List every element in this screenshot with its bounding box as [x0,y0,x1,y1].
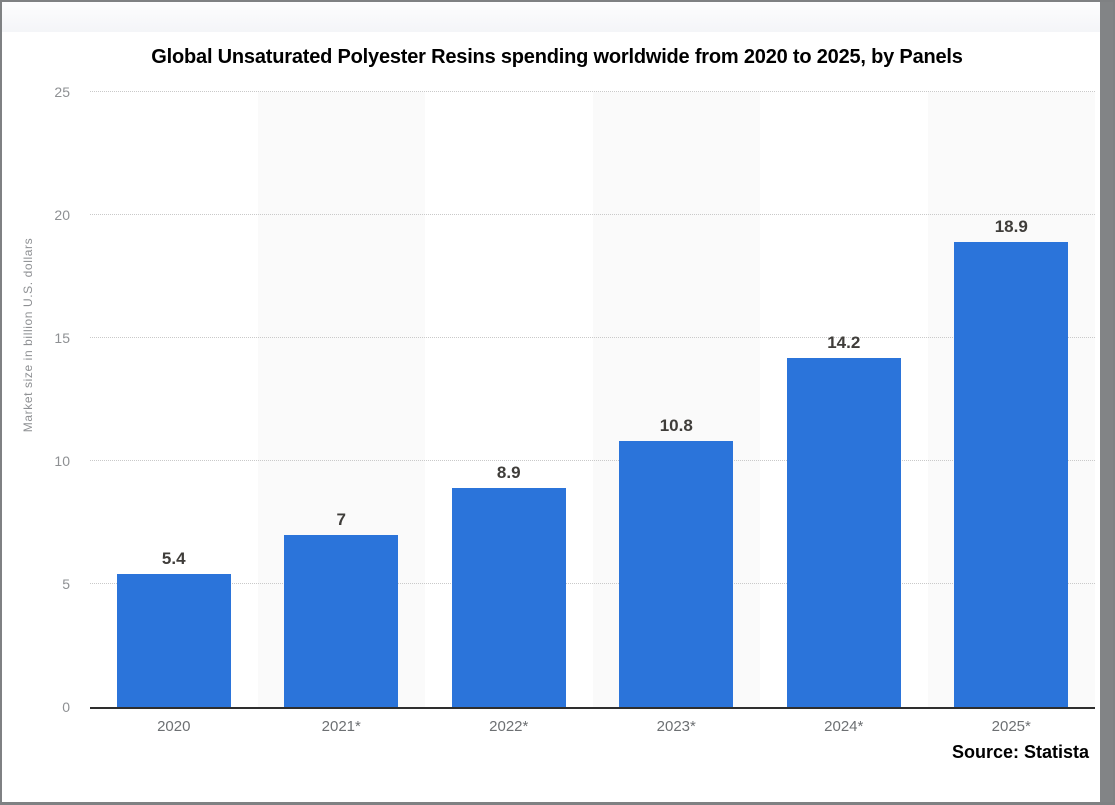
bar-column-2022*: 8.9 [425,92,593,707]
gridline-15 [90,337,1095,338]
bar-series: 5.4 7 8.9 10.8 14.2 18.9 [90,92,1095,707]
bar-value-label: 8.9 [496,463,521,483]
source-credit: Source: Statista [951,742,1089,762]
chart-title: Global Unsaturated Polyester Resins spen… [151,46,963,68]
window-header [2,2,1100,32]
y-tick-label-20: 20 [54,207,70,223]
bar-value-label: 14.2 [827,332,861,352]
x-axis-labels: 2020 2021* 2022* 2023* 2024* 2025* [90,718,1095,735]
y-axis-tick-labels: 0 5 10 15 20 25 [2,84,70,715]
bar-2023*[interactable] [619,441,734,707]
bar-column-2025*: 18.9 [928,92,1096,707]
bar-value-label: 5.4 [161,549,186,569]
y-tick-label-10: 10 [54,453,70,469]
bar-value-label: 18.9 [994,217,1028,237]
gridline-25 [90,91,1095,92]
plot-area: 5.4 7 8.9 10.8 14.2 18.9 [90,91,1095,709]
bar-2025*[interactable] [954,242,1069,707]
bar-value-label: 10.8 [659,416,693,436]
y-tick-label-25: 25 [54,84,70,100]
y-tick-label-15: 15 [54,330,70,346]
bar-column-2021*: 7 [258,92,426,707]
x-axis-label-2021*: 2021* [321,718,361,735]
x-axis-label-2020: 2020 [157,718,191,735]
gridline-5 [90,583,1095,584]
y-tick-label-0: 0 [62,699,70,715]
gridline-20 [90,214,1095,215]
x-axis-line [90,707,1095,709]
gridline-10 [90,460,1095,461]
x-axis-label-2023*: 2023* [656,718,696,735]
bar-column-2023*: 10.8 [593,92,761,707]
bar-column-2020: 5.4 [90,92,258,707]
window-right-border [1100,2,1113,802]
bar-2020[interactable] [116,574,231,707]
bar-value-label: 7 [336,509,346,529]
x-axis-label-2025*: 2025* [991,718,1031,735]
bar-column-2024*: 14.2 [760,92,928,707]
y-tick-label-5: 5 [62,576,70,592]
bar-2021*[interactable] [284,534,399,707]
bar-2022*[interactable] [451,488,566,707]
bar-2024*[interactable] [786,357,901,707]
x-axis-label-2024*: 2024* [824,718,864,735]
x-axis-label-2022*: 2022* [489,718,529,735]
